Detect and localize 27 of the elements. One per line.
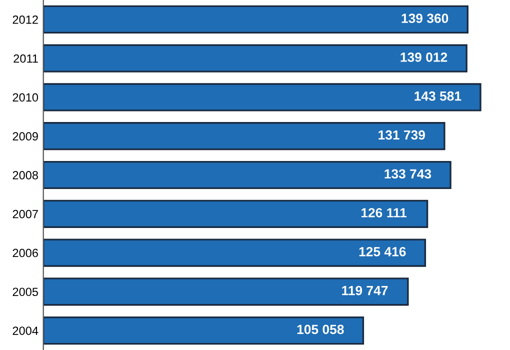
bar	[43, 160, 452, 190]
data-label: 126 111	[361, 208, 407, 218]
y-tick-label: 2008	[12, 171, 38, 180]
bar	[43, 238, 426, 267]
data-label: 139 012	[400, 52, 448, 62]
bar	[43, 44, 468, 72]
bar	[43, 278, 409, 306]
y-tick-label: 2004	[12, 326, 38, 335]
bar	[43, 5, 468, 34]
y-tick-label: 2011	[14, 54, 38, 63]
y-tick-label: 2009	[12, 132, 38, 141]
bar	[43, 83, 482, 112]
y-tick-label: 2010	[12, 93, 38, 102]
data-label: 119 747	[342, 286, 388, 296]
y-tick-label: 2006	[12, 248, 38, 258]
bar	[43, 200, 428, 228]
data-label: 105 058	[297, 324, 344, 334]
bar	[43, 316, 364, 345]
bar	[43, 122, 446, 150]
data-label: 143 581	[414, 91, 462, 101]
data-label: 133 743	[384, 169, 432, 179]
y-tick-label: 2012	[12, 15, 38, 24]
y-tick-label: 2007	[12, 210, 38, 218]
data-label: 131 739	[378, 130, 425, 140]
data-label: 139 360	[402, 14, 448, 24]
y-tick-label: 2005	[12, 288, 38, 296]
data-label: 125 416	[359, 246, 406, 256]
